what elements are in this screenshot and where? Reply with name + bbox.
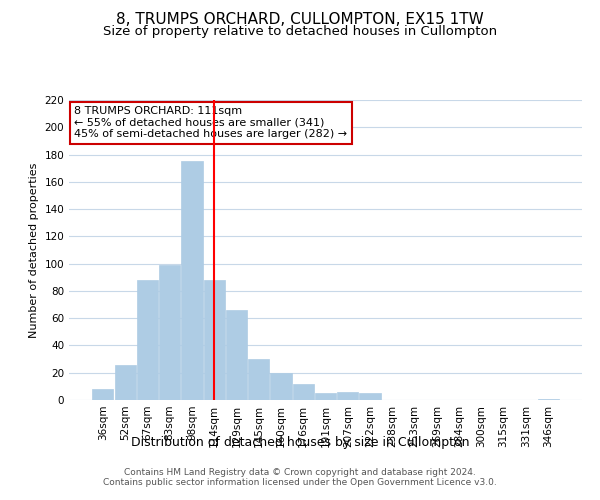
Bar (159, 265, 180, 400)
Bar (315, 393, 336, 400)
Text: 8 TRUMPS ORCHARD: 111sqm
← 55% of detached houses are smaller (341)
45% of semi-: 8 TRUMPS ORCHARD: 111sqm ← 55% of detach… (74, 106, 347, 139)
Bar (181, 162, 203, 400)
Y-axis label: Number of detached properties: Number of detached properties (29, 162, 39, 338)
Bar (92, 389, 113, 400)
Bar (538, 398, 559, 400)
Bar (226, 310, 247, 400)
Bar (137, 280, 158, 400)
Bar (271, 372, 292, 400)
Text: 8, TRUMPS ORCHARD, CULLOMPTON, EX15 1TW: 8, TRUMPS ORCHARD, CULLOMPTON, EX15 1TW (116, 12, 484, 28)
Bar (203, 280, 225, 400)
Text: Contains HM Land Registry data © Crown copyright and database right 2024.
Contai: Contains HM Land Registry data © Crown c… (103, 468, 497, 487)
Bar (248, 359, 269, 400)
Bar (293, 384, 314, 400)
Bar (115, 364, 136, 400)
Text: Size of property relative to detached houses in Cullompton: Size of property relative to detached ho… (103, 24, 497, 38)
Bar (359, 393, 380, 400)
Text: Distribution of detached houses by size in Cullompton: Distribution of detached houses by size … (131, 436, 469, 449)
Bar (337, 392, 358, 400)
